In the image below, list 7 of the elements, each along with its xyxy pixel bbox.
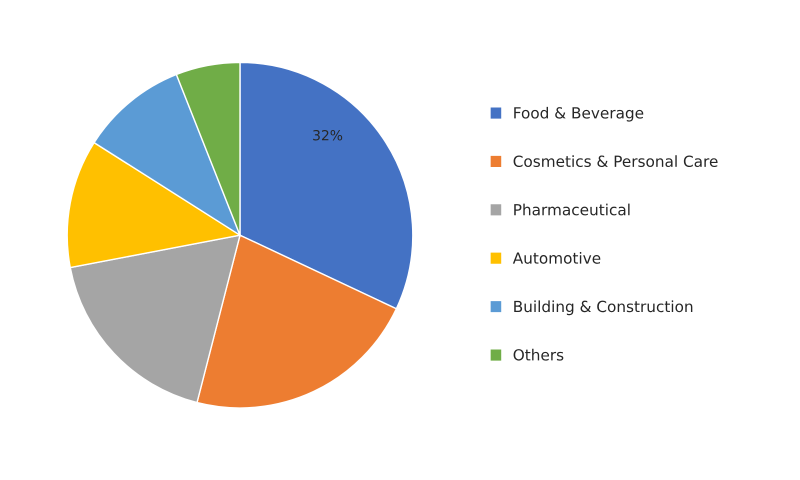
legend-label: Food & Beverage [514, 106, 644, 122]
legend-label: Cosmetics & Personal Care [514, 155, 718, 168]
data-label: 32% [313, 130, 342, 140]
legend-label: Building & Construction [514, 300, 692, 316]
legend-label: Others [514, 348, 564, 361]
legend-label: Automotive [512, 252, 600, 264]
legend-label: Pharmaceutical [514, 204, 630, 216]
